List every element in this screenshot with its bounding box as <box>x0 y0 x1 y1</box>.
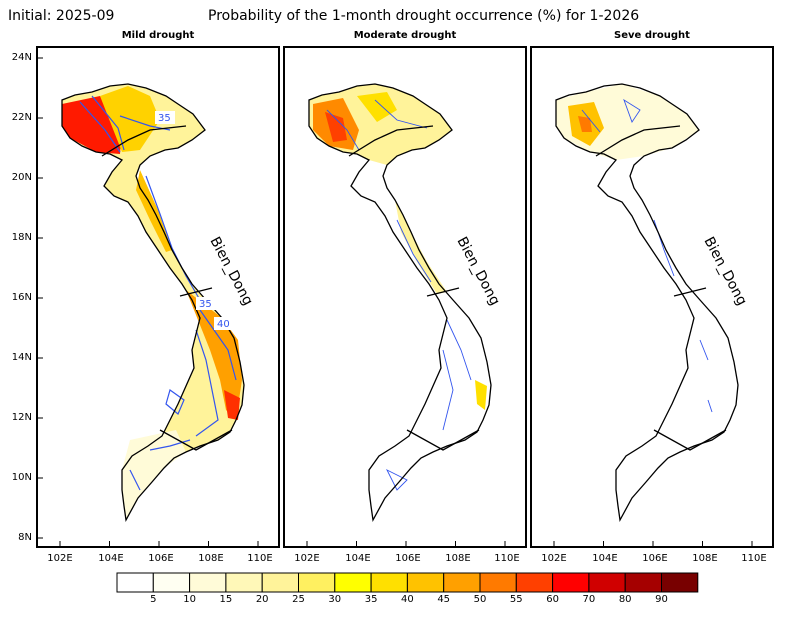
map-frame-mild <box>36 46 280 548</box>
colorbar-swatch <box>261 572 300 593</box>
lat-label: 10N <box>11 472 32 483</box>
lon-label: 102E <box>541 553 567 564</box>
colorbar-label: 50 <box>473 594 487 605</box>
panel-mild: 35 35 40 Bien_Dong <box>61 83 256 521</box>
colorbar-label: 60 <box>546 594 559 605</box>
colorbar <box>116 572 699 593</box>
axis-ticks <box>36 57 753 548</box>
colorbar-swatch <box>515 572 554 593</box>
colorbar-swatch <box>152 572 191 593</box>
contour-label-box <box>214 317 234 330</box>
colorbar-swatch <box>406 572 445 593</box>
sea-label: Bien_Dong <box>453 234 502 308</box>
colorbar-label: 10 <box>183 594 196 605</box>
colorbar-label: 15 <box>219 594 233 605</box>
lon-label: 104E <box>592 553 618 564</box>
lat-label: 18N <box>11 232 32 243</box>
colorbar-swatch <box>588 572 626 593</box>
contour-label: 35 <box>158 113 171 124</box>
panel-moderate: Bien_Dong <box>308 83 503 521</box>
colorbar-swatch <box>552 572 590 593</box>
contour-label-box <box>196 297 216 310</box>
lat-label: 24N <box>11 52 32 63</box>
colorbar-label: 20 <box>255 594 269 605</box>
colorbar-label: 80 <box>618 594 632 605</box>
colorbar-swatch <box>370 572 408 593</box>
initial-date: Initial: 2025-09 <box>8 8 115 24</box>
contour-label: 40 <box>217 319 230 330</box>
lon-label: 106E <box>642 553 668 564</box>
colorbar-swatch <box>189 572 227 593</box>
colorbar-swatch <box>116 572 154 593</box>
lon-label: 108E <box>692 553 718 564</box>
contour-label-box <box>155 111 175 124</box>
colorbar-label: 70 <box>582 594 596 605</box>
colorbar-swatch <box>479 572 517 593</box>
sea-label: Bien_Dong <box>700 234 749 308</box>
lon-label: 110E <box>247 553 273 564</box>
colorbar-label: 25 <box>292 594 305 605</box>
lat-label: 16N <box>11 292 32 303</box>
lon-label: 108E <box>445 553 471 564</box>
mild-contours <box>79 95 237 491</box>
lon-label: 104E <box>345 553 371 564</box>
lat-label: 14N <box>11 352 32 363</box>
colorbar-swatch <box>225 572 263 593</box>
colorbar-label: 5 <box>150 594 157 605</box>
lon-label: 108E <box>198 553 224 564</box>
lat-label: 8N <box>18 532 32 543</box>
colorbar-label: 55 <box>509 594 523 605</box>
colorbar-swatch <box>298 572 336 593</box>
lon-label: 102E <box>47 553 73 564</box>
moderate-contours <box>326 99 472 491</box>
colorbar-swatch <box>661 572 699 593</box>
map-frame-moderate <box>283 46 527 548</box>
contour-label: 35 <box>199 299 212 310</box>
lon-label: 104E <box>98 553 124 564</box>
lon-label: 110E <box>494 553 520 564</box>
colorbar-swatch <box>624 572 663 593</box>
colorbar-swatch <box>334 572 372 593</box>
panel-severe: Bien_Dong <box>555 83 750 521</box>
colorbar-label: 40 <box>401 594 414 605</box>
colorbar-label: 30 <box>328 594 342 605</box>
colorbar-label: 45 <box>437 594 451 605</box>
map-frame-severe <box>530 46 774 548</box>
panel-title-moderate: Moderate drought <box>353 30 457 41</box>
lat-label: 12N <box>11 412 32 423</box>
lon-label: 106E <box>395 553 421 564</box>
colorbar-swatch <box>443 572 481 593</box>
panel-title-mild: Mild drought <box>121 30 195 41</box>
figure-title: Probability of the 1-month drought occur… <box>208 8 640 24</box>
colorbar-label: 35 <box>364 594 378 605</box>
lat-label: 20N <box>11 172 32 183</box>
lon-label: 110E <box>741 553 767 564</box>
lon-label: 106E <box>148 553 174 564</box>
colorbar-label: 90 <box>655 594 668 605</box>
panel-title-severe: Seve drought <box>614 30 690 41</box>
lat-label: 22N <box>11 112 32 123</box>
lon-label: 102E <box>294 553 320 564</box>
